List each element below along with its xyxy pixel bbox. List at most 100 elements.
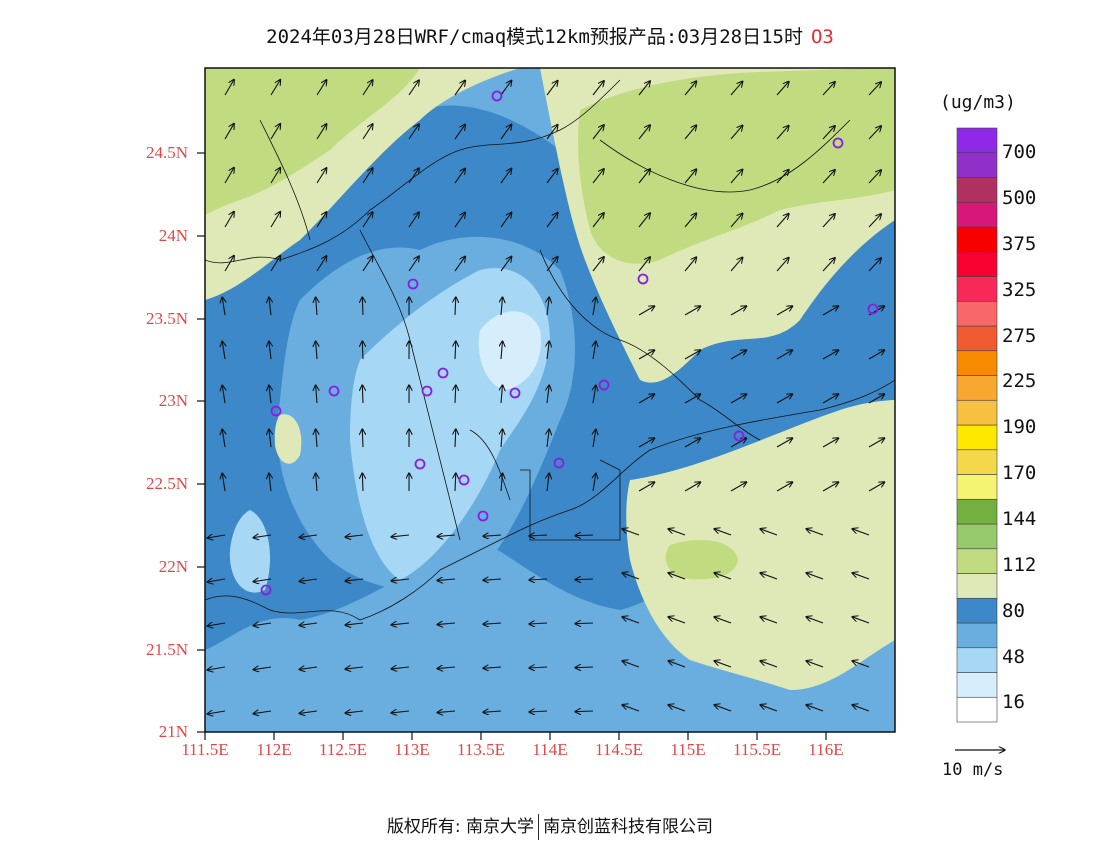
wind-arrow	[454, 256, 465, 272]
site-marker	[328, 385, 340, 397]
wind-arrow	[362, 80, 373, 96]
wind-arrow	[253, 711, 272, 714]
wind-arrow	[575, 667, 594, 668]
site-marker	[832, 137, 844, 149]
wind-arrow	[391, 667, 410, 669]
wind-arrow	[622, 661, 640, 668]
colorbar-label: 275	[1002, 325, 1037, 347]
footer-right: 南京创蓝科技有限公司	[543, 817, 714, 837]
wind-arrow	[822, 82, 835, 96]
wind-arrow	[529, 667, 548, 668]
wind-arrow	[224, 256, 234, 272]
wind-arrow	[299, 711, 318, 713]
wind-arrow	[222, 429, 225, 448]
wind-arrow	[299, 667, 318, 669]
wind-arrow	[546, 169, 558, 184]
wind-arrow	[501, 341, 503, 360]
wind-arrow	[316, 473, 317, 492]
colorbar-swatch	[956, 201, 998, 228]
wind-arrow	[868, 482, 885, 492]
wind-arrow	[668, 705, 686, 712]
site-marker	[867, 303, 879, 315]
wind-arrow	[270, 80, 280, 96]
wind-arrow	[529, 579, 548, 580]
wind-arrow	[714, 661, 732, 668]
colorbar-label: 700	[1002, 141, 1037, 163]
wind-arrow	[730, 438, 747, 448]
wind-arrow	[668, 529, 686, 536]
wind-arrow	[852, 661, 870, 668]
site-marker	[458, 474, 470, 486]
wind-arrow	[269, 429, 271, 448]
wind-arrow	[299, 535, 318, 537]
wind-arrow	[316, 124, 327, 140]
footer-left: 版权所有: 南京大学	[386, 817, 535, 837]
lon-tick-label: 115E	[670, 740, 706, 759]
wind-arrow	[760, 573, 778, 580]
wind-arrow	[345, 667, 364, 669]
colorbar-swatch	[956, 399, 998, 426]
wind-arrow	[776, 482, 793, 492]
wind-arrow	[455, 385, 456, 404]
wind-arrow	[638, 482, 655, 492]
wind-arrow	[437, 579, 456, 581]
wind-arrow	[776, 438, 793, 448]
wind-arrow	[714, 705, 732, 712]
wind-arrow	[776, 214, 789, 228]
wind-arrow	[316, 341, 317, 360]
wind-arrow	[362, 168, 373, 184]
lon-tick-label: 112.5E	[318, 740, 368, 759]
site-marker	[598, 379, 610, 391]
colorbar-swatch	[956, 622, 998, 649]
wind-arrow	[638, 125, 650, 140]
colorbar-swatch	[956, 177, 998, 203]
wind-arrow	[501, 473, 503, 492]
wind-arrow	[224, 212, 234, 228]
wind-arrow	[253, 667, 272, 670]
wind-arrow	[714, 573, 732, 580]
wind-arrow	[760, 617, 778, 624]
wind-arrow	[224, 168, 234, 184]
wind-arrow	[868, 258, 881, 272]
copyright-footer: 版权所有: 南京大学 南京创蓝科技有限公司	[0, 812, 1100, 840]
colorbar-label: 48	[1002, 646, 1025, 668]
wind-arrow	[822, 214, 835, 228]
wind-arrow	[868, 82, 881, 96]
wind-arrow	[345, 623, 364, 625]
colorbar-swatch	[956, 226, 998, 253]
wind-arrow	[684, 438, 701, 448]
wind-arrow	[207, 579, 226, 582]
wind-arrow	[776, 82, 789, 96]
colorbar-label: 80	[1002, 600, 1025, 622]
wind-arrow	[500, 256, 512, 272]
wind-arrow	[684, 125, 697, 140]
wind-arrow	[852, 529, 870, 536]
colorbar-label: 225	[1002, 370, 1037, 392]
wind-arrow	[622, 705, 640, 712]
wind-arrow	[730, 169, 743, 184]
wind-arrow	[362, 124, 373, 140]
wind-arrow	[668, 661, 686, 668]
wind-arrow	[316, 168, 327, 184]
wind-arrow	[547, 297, 549, 316]
wind-arrow	[391, 623, 410, 625]
wind-arrow	[501, 297, 503, 316]
wind-arrow	[222, 297, 225, 316]
wind-arrow	[500, 80, 512, 96]
wind-arrow	[622, 573, 640, 580]
wind-arrow	[269, 385, 271, 404]
wind-arrow	[316, 297, 317, 316]
wind-arrow	[684, 81, 697, 96]
lat-tick-label: 24N	[158, 226, 188, 245]
wind-arrow	[776, 126, 789, 140]
lon-tick-label: 113E	[394, 740, 430, 759]
wind-arrow	[547, 429, 549, 448]
wind-arrow	[822, 306, 839, 316]
wind-arrow	[454, 124, 465, 140]
lat-tick-label: 22N	[158, 557, 188, 576]
site-marker	[421, 385, 433, 397]
wind-arrow	[362, 473, 363, 492]
wind-arrow	[638, 350, 655, 360]
wind-arrow	[684, 257, 697, 272]
lat-tick-label: 23N	[158, 391, 188, 410]
